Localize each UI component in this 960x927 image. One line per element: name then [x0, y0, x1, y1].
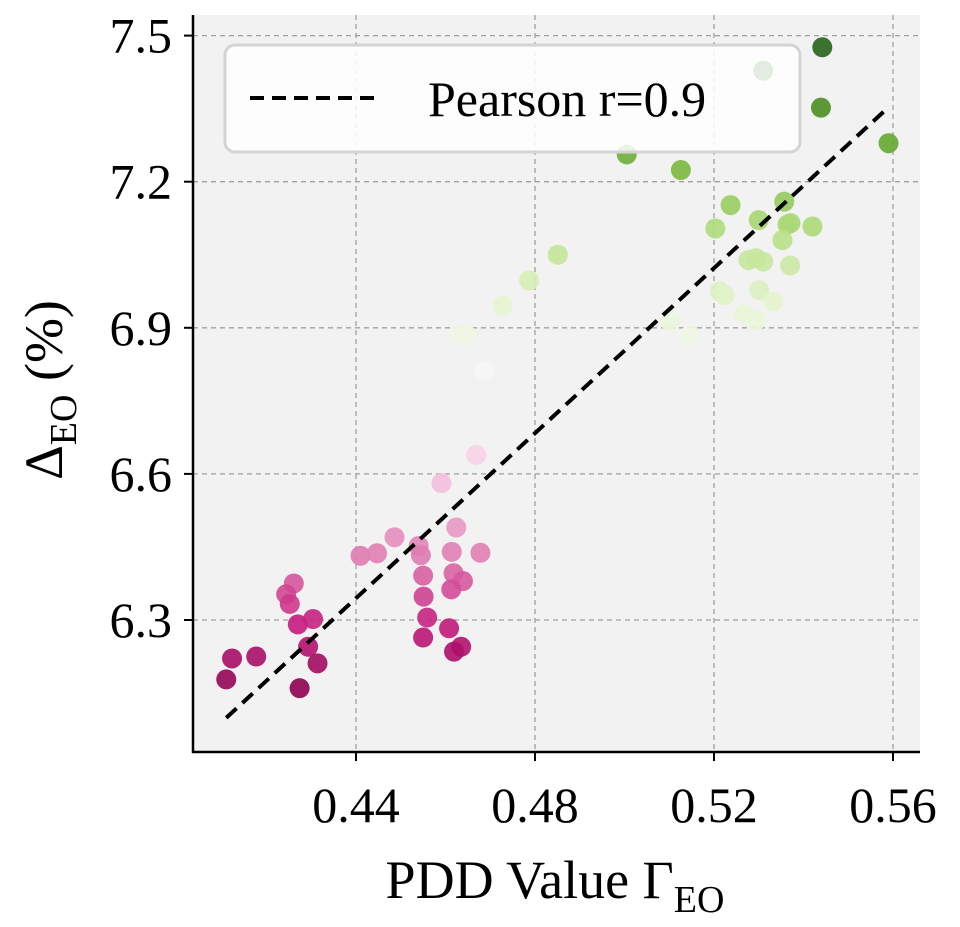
x-axis-label-main: PDD Value Γ — [386, 850, 674, 910]
y-axis-label: ΔEO (%) — [14, 300, 85, 480]
points — [216, 37, 899, 699]
data-point — [780, 255, 801, 276]
data-point — [746, 248, 767, 269]
data-point — [222, 648, 243, 669]
data-point — [670, 160, 691, 181]
data-point — [441, 579, 462, 600]
data-point — [307, 653, 328, 674]
data-point — [812, 37, 833, 58]
data-point — [246, 646, 267, 667]
legend-box — [223, 43, 802, 154]
data-point — [705, 218, 726, 239]
data-point — [431, 473, 452, 494]
y-axis-label-suffix: (%) — [14, 300, 74, 394]
x-ticks: 0.44 0.48 0.52 0.56 — [312, 752, 937, 833]
y-tick-label: 7.2 — [110, 154, 173, 210]
data-point — [287, 614, 308, 635]
data-point — [492, 295, 513, 316]
data-point — [714, 285, 735, 306]
data-point — [679, 325, 700, 346]
data-point — [441, 541, 462, 562]
data-point — [439, 618, 460, 639]
data-point — [749, 280, 770, 301]
data-point — [720, 195, 741, 216]
data-point — [298, 636, 319, 657]
data-point — [802, 216, 823, 237]
data-point — [384, 527, 405, 548]
data-point — [303, 609, 324, 630]
data-point — [216, 669, 237, 690]
x-tick-label: 0.48 — [491, 777, 579, 833]
data-point — [413, 627, 434, 648]
legend-label: Pearson r=0.9 — [428, 71, 706, 127]
data-point — [470, 542, 491, 563]
data-point — [413, 565, 434, 586]
data-point — [878, 133, 899, 154]
legend: Pearson r=0.9 — [223, 43, 802, 154]
data-point — [350, 545, 371, 566]
data-point — [547, 244, 568, 265]
data-point — [446, 517, 467, 538]
data-point — [660, 311, 681, 332]
data-point — [810, 97, 831, 118]
y-axis-label-main: Δ — [14, 445, 74, 480]
data-point — [772, 230, 793, 251]
x-axis-label: PDD Value ΓEO — [386, 850, 725, 921]
data-point — [456, 325, 477, 346]
data-point — [417, 607, 438, 628]
y-axis-label-subscript: EO — [43, 395, 85, 446]
data-point — [444, 641, 465, 662]
data-point — [410, 545, 431, 566]
y-tick-label: 7.5 — [110, 8, 173, 64]
data-point — [777, 214, 798, 235]
y-tick-label: 6.3 — [110, 592, 173, 648]
data-point — [763, 291, 784, 312]
data-point — [413, 586, 434, 607]
data-point — [474, 360, 495, 381]
data-point — [367, 543, 388, 564]
x-tick-label: 0.44 — [312, 777, 400, 833]
x-tick-label: 0.52 — [670, 777, 758, 833]
data-point — [748, 210, 769, 231]
y-ticks: 6.3 6.6 6.9 7.2 7.5 — [110, 8, 193, 648]
pearson-fit-line — [224, 105, 890, 720]
data-point — [746, 310, 767, 331]
x-axis-label-subscript: EO — [674, 879, 725, 921]
y-tick-label: 6.6 — [110, 446, 173, 502]
x-tick-label: 0.56 — [849, 777, 937, 833]
data-point — [519, 270, 540, 291]
data-point — [289, 678, 310, 699]
data-point — [279, 593, 300, 614]
data-point — [466, 444, 487, 465]
y-tick-label: 6.9 — [110, 300, 173, 356]
